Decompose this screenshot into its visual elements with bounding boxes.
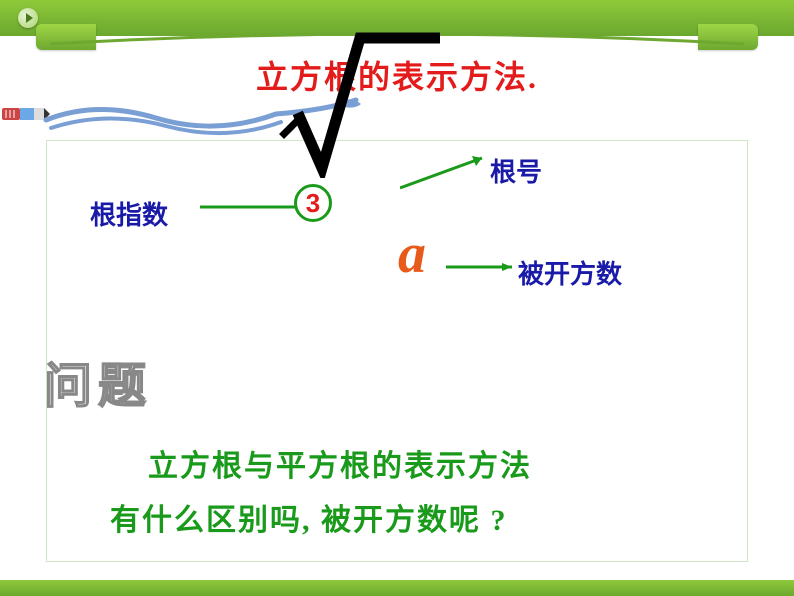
label-root-index: 根指数 xyxy=(90,195,168,232)
question-line-2: 有什么区别吗, 被开方数呢 ? xyxy=(110,504,508,537)
root-index-value: 3 xyxy=(306,188,320,219)
radicand-variable: a xyxy=(398,222,426,286)
arrow-radical-sign xyxy=(400,152,500,192)
label-radicand: 被开方数 xyxy=(518,254,622,291)
question-line-1: 立方根与平方根的表示方法 xyxy=(148,450,532,483)
arrow-radicand xyxy=(446,262,522,272)
section-label-outline: 问题 xyxy=(44,346,152,416)
bottom-bar xyxy=(0,580,794,596)
question-text: 立方根与平方根的表示方法 有什么区别吗, 被开方数呢 ? xyxy=(110,440,670,548)
arrow-root-index xyxy=(200,202,296,212)
play-icon[interactable] xyxy=(18,8,38,28)
root-index-circle: 3 xyxy=(294,184,332,222)
